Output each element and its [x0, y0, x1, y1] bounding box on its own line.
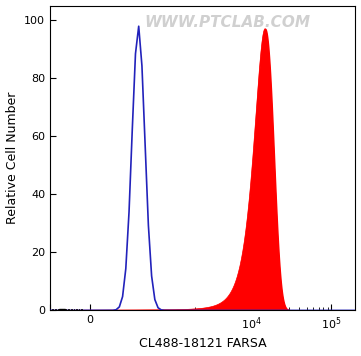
- X-axis label: CL488-18121 FARSA: CL488-18121 FARSA: [139, 337, 266, 350]
- Text: WWW.PTCLAB.COM: WWW.PTCLAB.COM: [144, 15, 310, 30]
- Y-axis label: Relative Cell Number: Relative Cell Number: [5, 92, 18, 224]
